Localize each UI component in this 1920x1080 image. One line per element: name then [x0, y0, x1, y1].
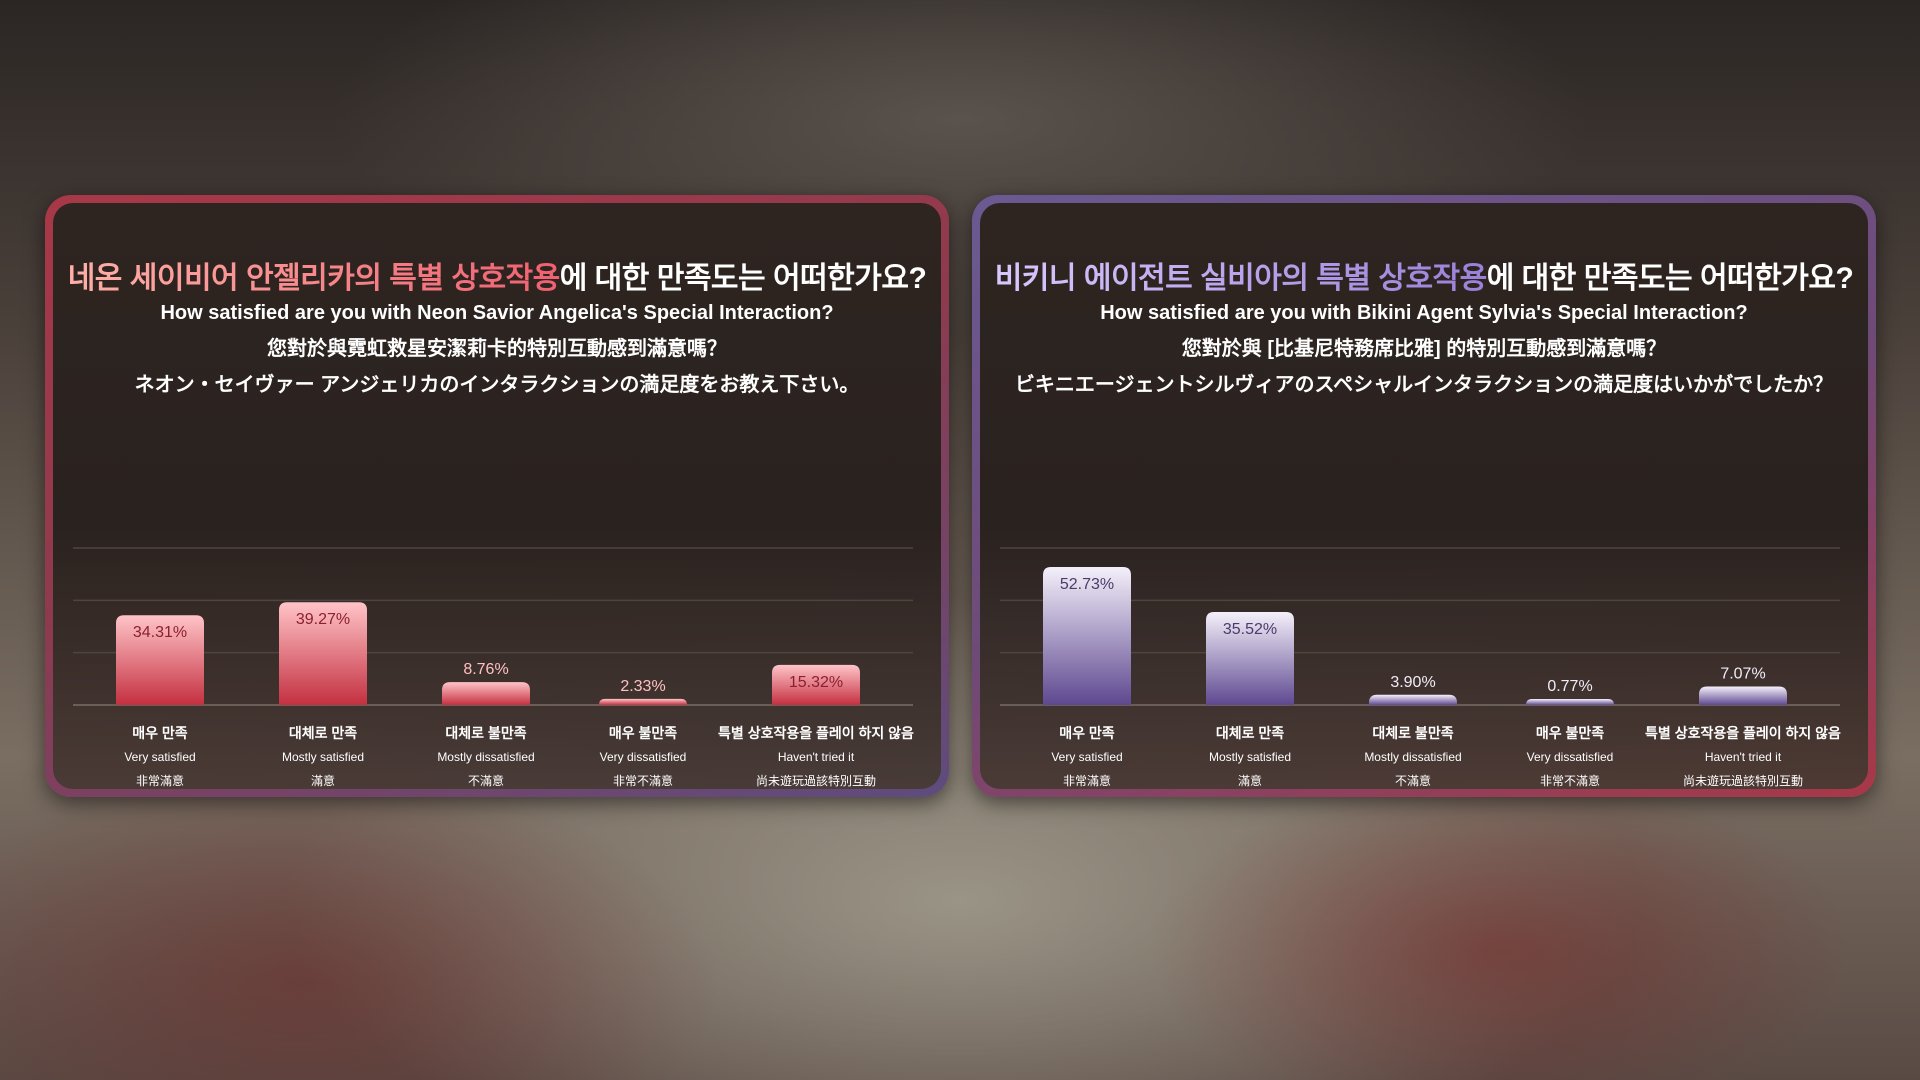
category-zh: 滿意 [310, 774, 335, 788]
category-en: Very satisfied [124, 750, 196, 764]
category-en: Very satisfied [1051, 750, 1123, 764]
category-en: Very dissatisfied [599, 750, 687, 764]
category-zh: 尚未遊玩過該特別互動 [755, 774, 876, 788]
category-label: 특별 상호작용을 플레이 하지 않음 Haven't tried it 尚未遊玩過該… [716, 721, 916, 789]
category-zh: 滿意 [1237, 774, 1262, 788]
category-ko: 매우 만족 [132, 725, 188, 741]
category-ko: 대체로 만족 [288, 725, 358, 741]
category-zh: 非常滿意 [135, 774, 184, 788]
category-ko: 매우 불만족 [608, 725, 678, 741]
bar [599, 698, 687, 705]
bar [1043, 567, 1131, 705]
data-label: 52.73% [1060, 576, 1114, 593]
category-ko: 매우 만족 [1059, 725, 1115, 741]
category-ko: 대체로 불만족 [445, 725, 527, 741]
sylvia-survey-panel: 비키니 에이전트 실비아의 특별 상호작용에 대한 만족도는 어떠한가요? Ho… [972, 195, 1876, 797]
title-highlight: 비키니 에이전트 실비아의 특별 상호작용 [994, 262, 1488, 295]
title-english: How satisfied are you with Bikini Agent … [1100, 302, 1748, 324]
bar [1526, 699, 1614, 705]
title-chinese: 您對於與 [比基尼特務席比雅] 的特別互動感到滿意嗎？ [1181, 338, 1667, 360]
bar [1699, 686, 1787, 705]
category-zh: 不滿意 [467, 774, 504, 788]
data-label: 0.77% [1547, 678, 1592, 695]
title-korean: 비키니 에이전트 실비아의 특별 상호작용에 대한 만족도는 어떠한가요? [980, 253, 1868, 295]
data-label: 39.27% [296, 611, 350, 628]
title-korean: 네온 세이비어 안젤리카의 특별 상호작용에 대한 만족도는 어떠한가요? [53, 253, 941, 295]
title-japanese: ネオン・セイヴァー アンジェリカのインタラクションの満足度をお教え下さい。 [134, 374, 860, 396]
category-en: Mostly dissatisfied [1364, 750, 1462, 764]
bar [442, 682, 530, 705]
chart-svg: 52.73% 35.52% 3.90% 0.77% 7.07% [1000, 547, 1840, 706]
data-label: 3.90% [1390, 674, 1435, 691]
bar [1369, 694, 1457, 705]
panel-titles: 네온 세이비어 안젤리카의 특별 상호작용에 대한 만족도는 어떠한가요? Ho… [53, 253, 941, 403]
category-label: 특별 상호작용을 플레이 하지 않음 Haven't tried it 尚未遊玩過該… [1643, 721, 1843, 789]
title-english: How satisfied are you with Neon Savior A… [160, 302, 834, 324]
category-ko: 대체로 만족 [1215, 725, 1285, 741]
title-rest: 에 대한 만족도는 어떠한가요? [1486, 262, 1854, 295]
title-japanese: ビキニエージェントシルヴィアのスペシャルインタラクションの満足度はいかがでしたか… [1014, 374, 1834, 396]
category-en: Haven't tried it [1704, 750, 1782, 764]
angelica-survey-panel: 네온 세이비어 안젤리카의 특별 상호작용에 대한 만족도는 어떠한가요? Ho… [45, 195, 949, 797]
bar [279, 602, 367, 705]
data-label: 2.33% [620, 678, 665, 695]
category-ko: 매우 불만족 [1535, 725, 1605, 741]
bar [1206, 612, 1294, 705]
panel-titles: 비키니 에이전트 실비아의 특별 상호작용에 대한 만족도는 어떠한가요? Ho… [980, 253, 1868, 403]
title-chinese: 您對於與霓虹救星安潔莉卡的特別互動感到滿意嗎？ [267, 338, 727, 360]
category-ko: 특별 상호작용을 플레이 하지 않음 [1645, 725, 1841, 741]
title-rest: 에 대한 만족도는 어떠한가요? [559, 262, 927, 295]
category-en: Haven't tried it [777, 750, 855, 764]
category-zh: 非常不滿意 [1539, 774, 1600, 788]
category-zh: 非常不滿意 [612, 774, 673, 788]
category-zh: 非常滿意 [1062, 774, 1111, 788]
bar [116, 615, 204, 705]
category-en: Mostly dissatisfied [437, 750, 535, 764]
title-highlight: 네온 세이비어 안젤리카의 특별 상호작용 [67, 262, 561, 295]
category-ko: 특별 상호작용을 플레이 하지 않음 [718, 725, 914, 741]
data-label: 8.76% [463, 661, 508, 678]
category-zh: 不滿意 [1394, 774, 1431, 788]
bar [772, 664, 860, 705]
category-en: Mostly satisfied [1208, 750, 1292, 764]
category-en: Very dissatisfied [1526, 750, 1614, 764]
category-ko: 대체로 불만족 [1372, 725, 1454, 741]
data-label: 35.52% [1223, 621, 1277, 638]
bar-chart: 52.73% 35.52% 3.90% 0.77% 7.07% 매우 만족 Very sat… [1000, 473, 1843, 789]
chart-svg: 34.31% 39.27% 8.76% 2.33% 15.32% [73, 547, 913, 706]
data-label: 15.32% [789, 674, 843, 691]
bar-chart: 34.31% 39.27% 8.76% 2.33% 15.32% 매우 만족 Very sa… [73, 473, 916, 789]
category-zh: 尚未遊玩過該特別互動 [1682, 774, 1803, 788]
data-label: 7.07% [1720, 666, 1765, 683]
category-en: Mostly satisfied [281, 750, 365, 764]
data-label: 34.31% [133, 624, 187, 641]
